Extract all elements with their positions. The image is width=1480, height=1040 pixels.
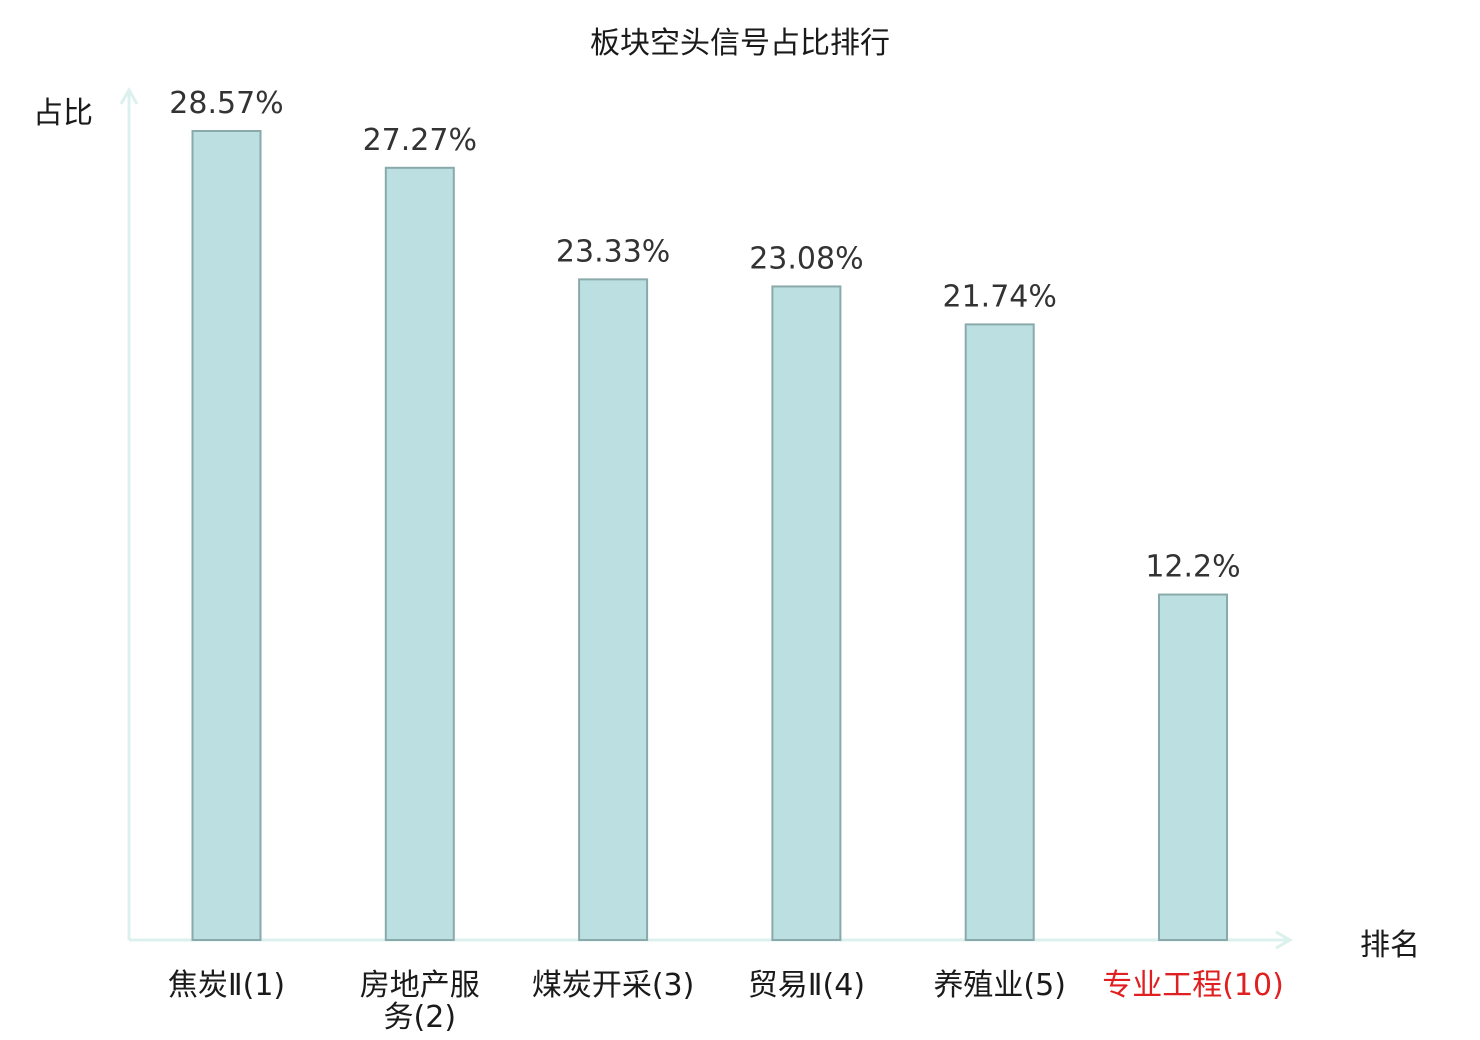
y-axis-label: 占比	[33, 96, 93, 131]
bar-value-label: 21.74%	[943, 279, 1057, 314]
x-axis-label: 排名	[1360, 928, 1420, 963]
x-tick-label: 煤炭开采(3)	[532, 968, 695, 1003]
x-tick-label: 养殖业(5)	[933, 968, 1066, 1003]
bar	[384, 166, 455, 941]
bar	[578, 278, 649, 942]
bar-value-label: 23.33%	[556, 234, 670, 269]
bar	[964, 323, 1035, 941]
bar	[191, 130, 262, 941]
y-axis-arrow-icon	[119, 86, 139, 105]
bar-value-label: 27.27%	[363, 123, 477, 158]
bar-value-label: 28.57%	[169, 86, 283, 121]
bar-value-label: 12.2%	[1145, 550, 1240, 585]
bar	[1158, 593, 1228, 941]
chart-title: 板块空头信号占比排行	[590, 26, 890, 61]
x-tick-label: 房地产服务(2)	[360, 968, 480, 1035]
x-tick-label: 焦炭Ⅱ(1)	[168, 968, 285, 1003]
x-tick-label: 专业工程(10)	[1102, 968, 1284, 1003]
bar	[771, 285, 842, 941]
bar-value-label: 23.08%	[749, 241, 863, 276]
x-tick-label: 贸易Ⅱ(4)	[748, 968, 865, 1003]
x-axis-arrow-icon	[1275, 930, 1294, 950]
